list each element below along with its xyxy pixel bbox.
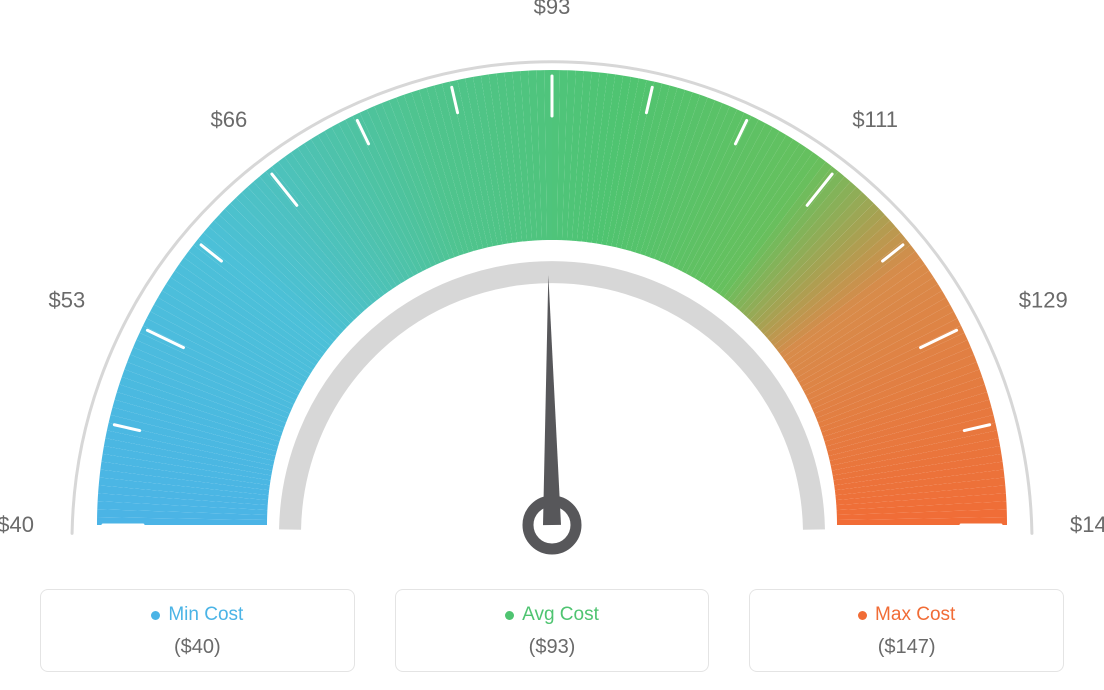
legend-max-dot [858, 611, 867, 620]
legend-avg-dot [505, 611, 514, 620]
legend-avg-label: Avg Cost [522, 604, 599, 626]
svg-text:$53: $53 [49, 287, 86, 312]
legend-card-avg: Avg Cost ($93) [395, 589, 710, 672]
legend-min-label: Min Cost [168, 604, 243, 626]
svg-text:$129: $129 [1019, 287, 1068, 312]
svg-text:$93: $93 [534, 0, 571, 19]
legend-max-top: Max Cost [760, 604, 1053, 626]
svg-text:$147: $147 [1070, 512, 1104, 537]
gauge-cost-chart: $40 $53 $66 $93 $111 $129 $147 Min Cost ($40) … [0, 0, 1104, 690]
legend-min-dot [151, 611, 160, 620]
legend-min-top: Min Cost [51, 604, 344, 626]
legend-max-value: ($147) [760, 636, 1053, 659]
legend-avg-value: ($93) [406, 636, 699, 659]
gauge-svg: $40 $53 $66 $93 $111 $129 $147 [0, 0, 1104, 560]
svg-text:$66: $66 [210, 107, 247, 132]
legend-card-min: Min Cost ($40) [40, 589, 355, 672]
legend-row: Min Cost ($40) Avg Cost ($93) Max Cost (… [0, 589, 1104, 672]
legend-avg-top: Avg Cost [406, 604, 699, 626]
legend-card-max: Max Cost ($147) [749, 589, 1064, 672]
svg-text:$111: $111 [852, 107, 898, 132]
legend-max-label: Max Cost [875, 604, 955, 626]
gauge-area: $40 $53 $66 $93 $111 $129 $147 [0, 0, 1104, 560]
svg-text:$40: $40 [0, 512, 34, 537]
legend-min-value: ($40) [51, 636, 344, 659]
